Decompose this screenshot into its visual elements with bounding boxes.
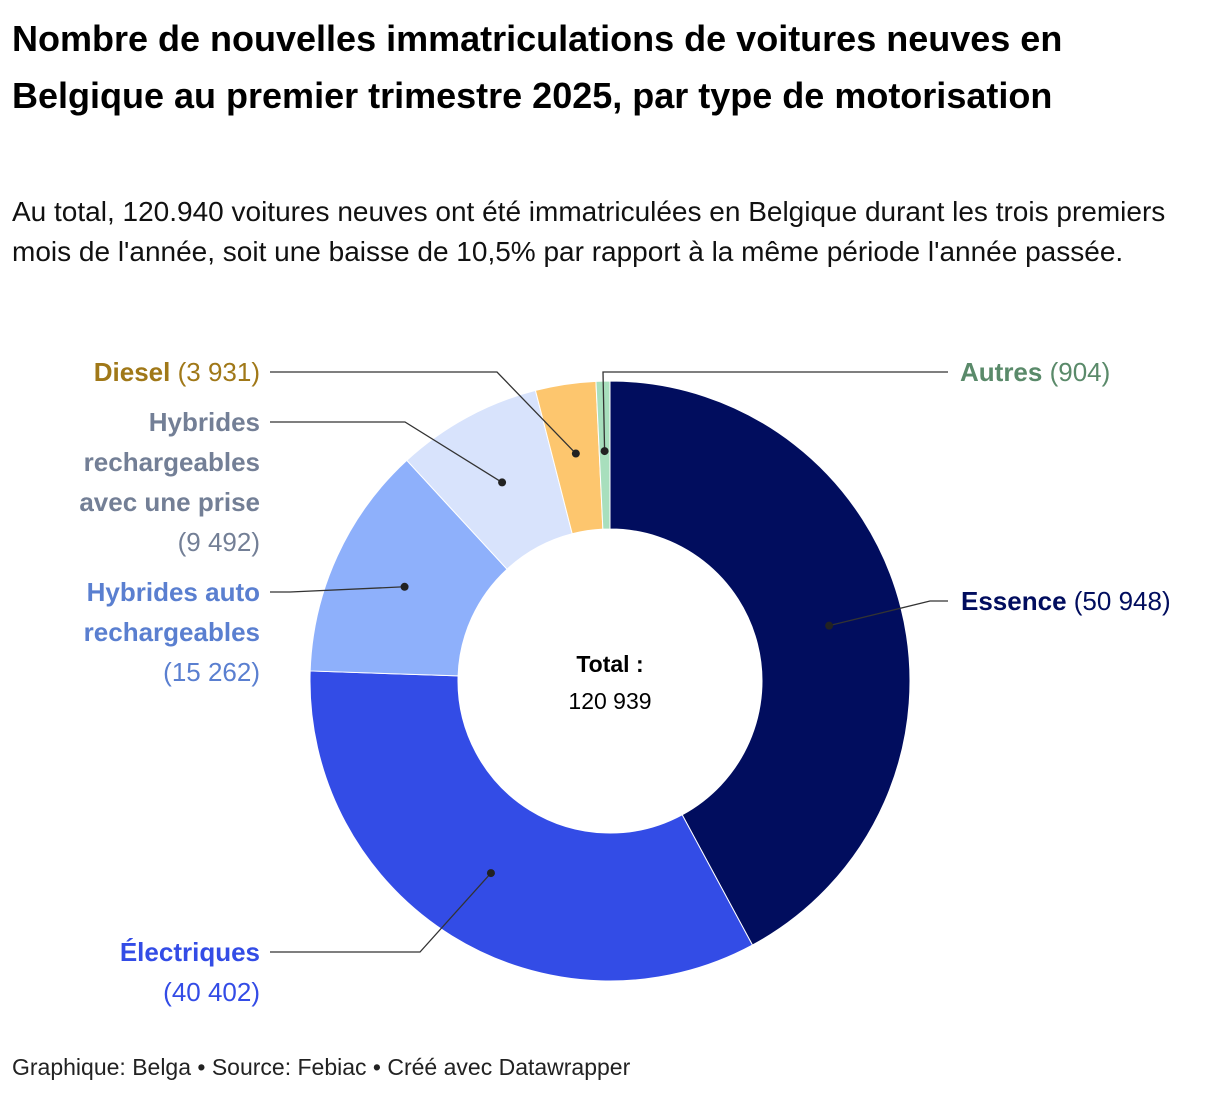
center-total-label: Total : — [576, 651, 643, 677]
label-electriques-name: Électriques — [119, 937, 260, 967]
slice-hybrides-auto — [309, 459, 508, 677]
leader-lines — [270, 371, 948, 953]
label-essence-name: Essence — [961, 586, 1067, 616]
chart-footer: Graphique: Belga • Source: Febiac • Créé… — [12, 1054, 631, 1080]
leader-line-essence — [828, 600, 948, 627]
leader-line-diesel — [270, 371, 577, 455]
chart-subtitle: Au total, 120.940 voitures neuves ont ét… — [12, 196, 1166, 267]
chart-title: Nombre de nouvelles immatriculations de … — [12, 18, 1063, 116]
label-hybrides-auto: Hybrides auto rechargeables (15 262) — [84, 572, 260, 692]
leader-dot-hybrides-prise — [498, 478, 507, 487]
slice-autres — [595, 380, 611, 530]
slice-electriques — [309, 670, 754, 982]
leader-line-hybrides-auto — [270, 586, 405, 593]
leader-dot-diesel — [571, 449, 580, 458]
label-electriques-value: (40 402) — [163, 977, 260, 1007]
leader-line-electriques — [270, 872, 492, 953]
label-hybrides-auto-name1: Hybrides auto — [86, 577, 260, 607]
label-hybrides-prise-value: (9 492) — [177, 527, 260, 557]
label-hybrides-prise-name3: avec une prise — [79, 487, 260, 517]
label-diesel-value: (3 931) — [177, 357, 260, 387]
label-hybrides-auto-name2: rechargeables — [83, 617, 260, 647]
leader-dot-hybrides-auto — [400, 582, 409, 591]
label-autres-name: Autres — [960, 357, 1043, 387]
leader-dot-electriques — [486, 869, 495, 878]
label-hybrides-prise-name1: Hybrides — [148, 407, 260, 437]
label-hybrides-auto-value: (15 262) — [163, 657, 260, 687]
leader-line-hybrides-prise — [270, 421, 503, 483]
donut-slices — [309, 380, 911, 982]
slice-essence — [609, 380, 911, 946]
label-essence: Essence (50 948) — [961, 581, 1171, 621]
label-autres: Autres (904) — [960, 352, 1110, 392]
label-hybrides-prise: Hybrides rechargeables avec une prise (9… — [79, 402, 260, 562]
center-total-value: 120 939 — [568, 688, 651, 714]
label-essence-value: (50 948) — [1073, 586, 1171, 616]
label-diesel-name: Diesel — [93, 357, 171, 387]
leader-dot-autres — [600, 447, 609, 456]
label-diesel: Diesel (3 931) — [94, 352, 260, 392]
leader-line-autres — [602, 371, 948, 452]
label-electriques: Électriques (40 402) — [120, 932, 260, 1012]
label-hybrides-prise-name2: rechargeables — [83, 447, 260, 477]
label-autres-value: (904) — [1049, 357, 1111, 387]
leader-dot-essence — [825, 621, 834, 630]
